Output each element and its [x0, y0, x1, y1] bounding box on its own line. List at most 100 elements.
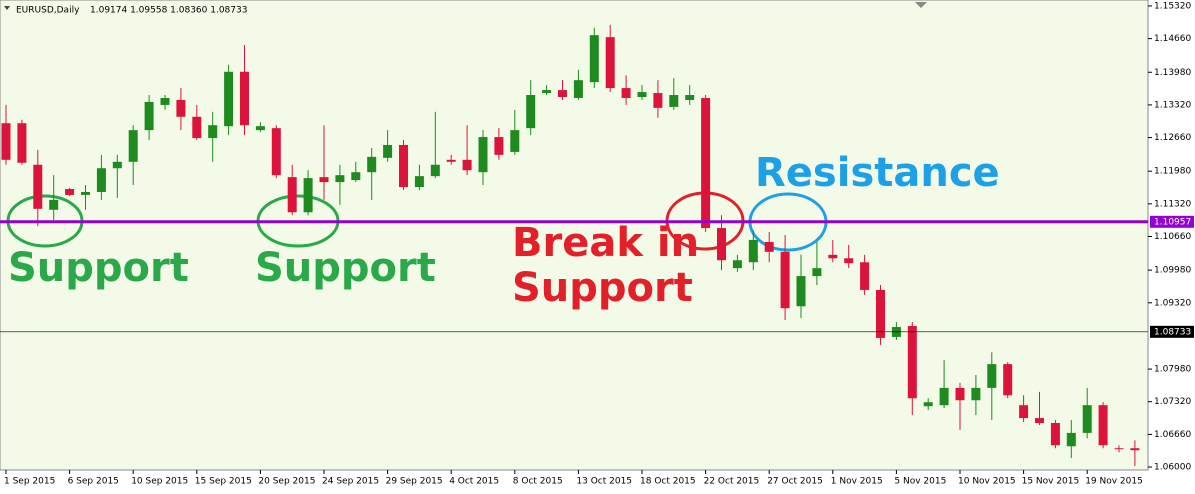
- candle-body: [271, 128, 281, 176]
- candle-body: [860, 262, 870, 290]
- y-tick-label: 1.09980: [1154, 266, 1191, 276]
- y-tick-label: 1.13320: [1154, 100, 1191, 110]
- candle-body: [160, 97, 170, 105]
- candle-body: [287, 177, 297, 213]
- candle-body: [828, 254, 838, 259]
- x-tick-label: 22 Oct 2015: [704, 477, 760, 487]
- candle-body: [605, 37, 615, 89]
- x-tick-label: 8 Oct 2015: [513, 477, 563, 487]
- candle-body: [478, 137, 488, 173]
- candle-body: [65, 189, 75, 195]
- candle-body: [192, 116, 202, 139]
- x-tick-label: 19 Nov 2015: [1085, 477, 1143, 487]
- level-label: 1.10957: [1154, 217, 1191, 227]
- y-tick-label: 1.13980: [1154, 68, 1191, 78]
- x-tick-label: 10 Sep 2015: [131, 477, 188, 487]
- candle-body: [987, 364, 997, 388]
- candle-body: [430, 164, 440, 177]
- x-tick-label: 15 Nov 2015: [1022, 477, 1080, 487]
- candle-body: [510, 130, 520, 152]
- candle-body: [319, 177, 329, 183]
- annotation: Support: [512, 265, 693, 311]
- y-tick-label: 1.09320: [1154, 298, 1191, 308]
- candle-body: [335, 175, 345, 183]
- candle-body: [240, 71, 249, 126]
- x-tick-label: 6 Sep 2015: [68, 477, 119, 487]
- annotation: Support: [8, 245, 189, 291]
- candle-body: [573, 80, 583, 98]
- candle-body: [955, 387, 965, 401]
- candle-body: [1114, 448, 1124, 450]
- candle-body: [780, 251, 790, 309]
- x-tick-label: 29 Sep 2015: [386, 477, 443, 487]
- annotation: Break in: [512, 220, 699, 266]
- x-tick-label: 10 Nov 2015: [958, 477, 1016, 487]
- candle-body: [224, 71, 234, 127]
- x-tick-label: 5 Nov 2015: [894, 477, 946, 487]
- x-tick-label: 18 Oct 2015: [640, 477, 696, 487]
- level-label-bg: [1150, 215, 1194, 228]
- candle-body: [542, 90, 552, 94]
- candle-body: [1003, 364, 1013, 396]
- chart-subtitle: 1.09174 1.09558 1.08360 1.08733: [90, 6, 247, 16]
- candle-body: [1050, 423, 1060, 446]
- y-tick-label: 1.12660: [1154, 133, 1191, 143]
- candle-body: [128, 130, 138, 162]
- y-tick-label: 1.15320: [1154, 1, 1191, 11]
- annotation: Support: [255, 245, 436, 291]
- candle-body: [637, 92, 647, 97]
- candle-body: [558, 90, 567, 97]
- y-tick-label: 1.07320: [1154, 397, 1191, 407]
- x-tick-label: 1 Sep 2015: [4, 477, 55, 487]
- candle-body: [621, 88, 631, 98]
- x-tick-label: 24 Sep 2015: [322, 477, 379, 487]
- candle-body: [701, 97, 711, 229]
- candle-body: [414, 176, 424, 188]
- level-label: 1.08733: [1154, 327, 1191, 337]
- candle-body: [176, 99, 186, 117]
- candle-body: [494, 137, 504, 155]
- candle-body: [1098, 405, 1108, 446]
- y-tick-label: 1.11320: [1154, 199, 1191, 209]
- candle-body: [653, 93, 663, 108]
- candle-body: [17, 123, 27, 163]
- candle-body: [923, 402, 933, 407]
- candle-body: [732, 260, 742, 269]
- candle-body: [1035, 418, 1044, 424]
- candle-body: [208, 125, 218, 139]
- candle-body: [1066, 432, 1076, 447]
- candle-body: [81, 191, 90, 195]
- candle-body: [33, 164, 43, 209]
- y-tick-label: 1.14660: [1154, 34, 1191, 44]
- candle-body: [399, 144, 408, 188]
- candle-body: [112, 161, 122, 169]
- candle-body: [303, 178, 313, 213]
- candle-body: [796, 276, 806, 307]
- candle-body: [748, 239, 758, 263]
- x-tick-label: 27 Oct 2015: [767, 477, 823, 487]
- x-tick-label: 4 Oct 2015: [449, 477, 499, 487]
- candle-body: [526, 95, 536, 129]
- candle-body: [49, 199, 59, 210]
- candle-body: [876, 289, 885, 338]
- x-tick-label: 20 Sep 2015: [258, 477, 315, 487]
- y-tick-label: 1.11980: [1154, 167, 1191, 177]
- y-tick-label: 1.10660: [1154, 232, 1191, 242]
- candle-body: [589, 35, 599, 83]
- candle-body: [255, 126, 265, 131]
- candle-body: [764, 241, 774, 252]
- x-tick-label: 1 Nov 2015: [831, 477, 883, 487]
- candle-body: [462, 159, 472, 171]
- y-tick-label: 1.06000: [1154, 463, 1191, 473]
- candle-body: [383, 144, 393, 158]
- candle-body: [351, 172, 361, 181]
- x-tick-label: 13 Oct 2015: [576, 477, 632, 487]
- candle-body: [812, 268, 822, 277]
- candle-body: [907, 326, 917, 399]
- candle-body: [96, 168, 106, 192]
- menu-arrow: [4, 6, 10, 10]
- candle-body: [446, 159, 456, 162]
- candle-body: [1130, 448, 1140, 451]
